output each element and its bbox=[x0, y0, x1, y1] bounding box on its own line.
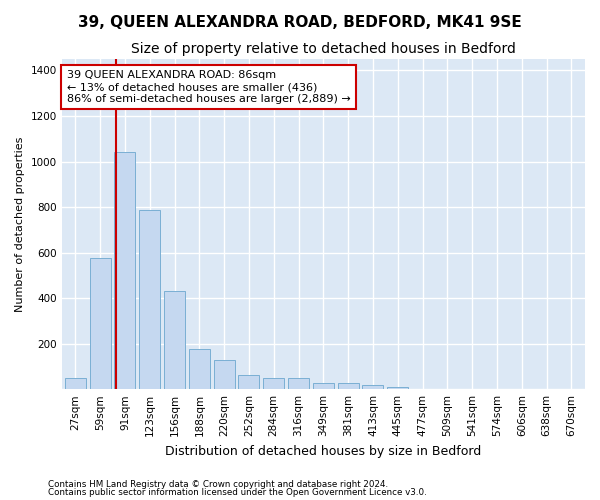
Text: Contains public sector information licensed under the Open Government Licence v3: Contains public sector information licen… bbox=[48, 488, 427, 497]
Y-axis label: Number of detached properties: Number of detached properties bbox=[15, 136, 25, 312]
Bar bbox=[387, 387, 408, 389]
Bar bbox=[313, 383, 334, 389]
Bar bbox=[164, 292, 185, 389]
Title: Size of property relative to detached houses in Bedford: Size of property relative to detached ho… bbox=[131, 42, 516, 56]
Bar bbox=[238, 375, 259, 389]
Bar bbox=[189, 348, 210, 389]
Bar bbox=[214, 360, 235, 389]
Bar bbox=[338, 383, 359, 389]
Text: 39, QUEEN ALEXANDRA ROAD, BEDFORD, MK41 9SE: 39, QUEEN ALEXANDRA ROAD, BEDFORD, MK41 … bbox=[78, 15, 522, 30]
Bar bbox=[65, 378, 86, 389]
Bar bbox=[115, 152, 136, 389]
Bar bbox=[362, 385, 383, 389]
Text: Contains HM Land Registry data © Crown copyright and database right 2024.: Contains HM Land Registry data © Crown c… bbox=[48, 480, 388, 489]
Bar bbox=[288, 378, 309, 389]
X-axis label: Distribution of detached houses by size in Bedford: Distribution of detached houses by size … bbox=[165, 444, 481, 458]
Bar bbox=[139, 210, 160, 389]
Bar bbox=[89, 258, 110, 389]
Text: 39 QUEEN ALEXANDRA ROAD: 86sqm
← 13% of detached houses are smaller (436)
86% of: 39 QUEEN ALEXANDRA ROAD: 86sqm ← 13% of … bbox=[67, 70, 350, 104]
Bar bbox=[263, 378, 284, 389]
